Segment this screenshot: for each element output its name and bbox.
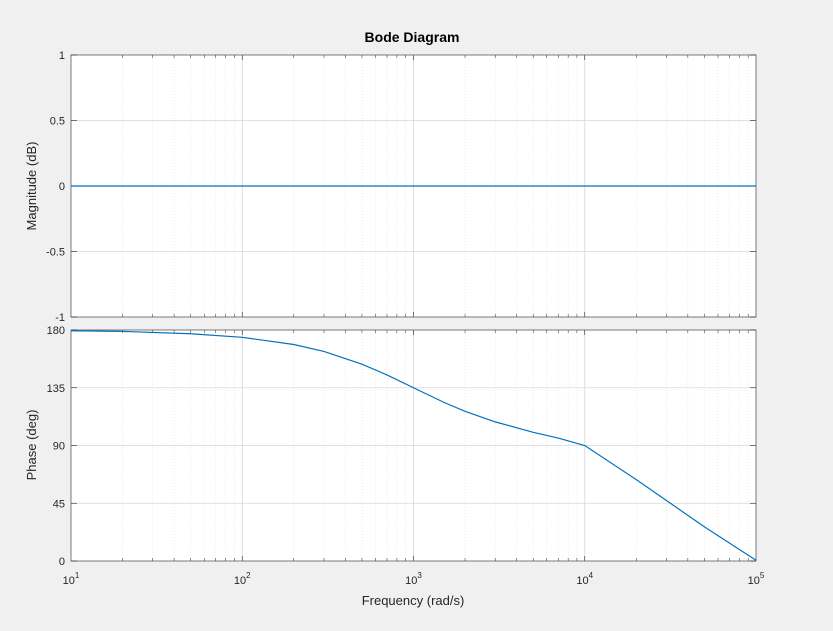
chart-title: Bode Diagram <box>365 29 460 45</box>
phase-y-tick-label: 180 <box>47 325 65 337</box>
phase-axes[interactable]: 180 135 90 45 0 <box>47 325 757 568</box>
x-tick-labels: 101 102 103 104 105 <box>63 571 765 587</box>
phase-y-tick-label: 135 <box>47 383 65 395</box>
phase-y-tick-label: 45 <box>53 498 65 510</box>
x-axis-label: Frequency (rad/s) <box>362 593 465 608</box>
magnitude-ticks: 1 0.5 0 -0.5 -1 <box>46 50 756 324</box>
x-tick-label: 102 <box>234 571 251 587</box>
magnitude-y-tick-label: 0.5 <box>50 116 65 128</box>
magnitude-ylabel: Magnitude (dB) <box>24 142 39 231</box>
phase-ylabel: Phase (deg) <box>24 410 39 481</box>
x-tick-label: 103 <box>405 571 422 587</box>
magnitude-y-tick-label: 1 <box>59 50 65 62</box>
x-tick-label: 105 <box>748 571 765 587</box>
phase-grid <box>71 330 756 561</box>
phase-series-line <box>70 330 757 561</box>
x-tick-label: 101 <box>63 571 80 587</box>
magnitude-axes[interactable]: 1 0.5 0 -0.5 -1 <box>46 50 757 324</box>
magnitude-y-tick-label: -0.5 <box>46 247 65 259</box>
phase-y-tick-label: 0 <box>59 556 65 568</box>
magnitude-y-tick-label: 0 <box>59 181 65 193</box>
phase-ticks: 180 135 90 45 0 <box>47 325 756 568</box>
x-tick-label: 104 <box>576 571 593 587</box>
magnitude-y-tick-label: -1 <box>55 312 65 324</box>
phase-series <box>70 330 757 561</box>
phase-y-tick-label: 90 <box>53 441 65 453</box>
